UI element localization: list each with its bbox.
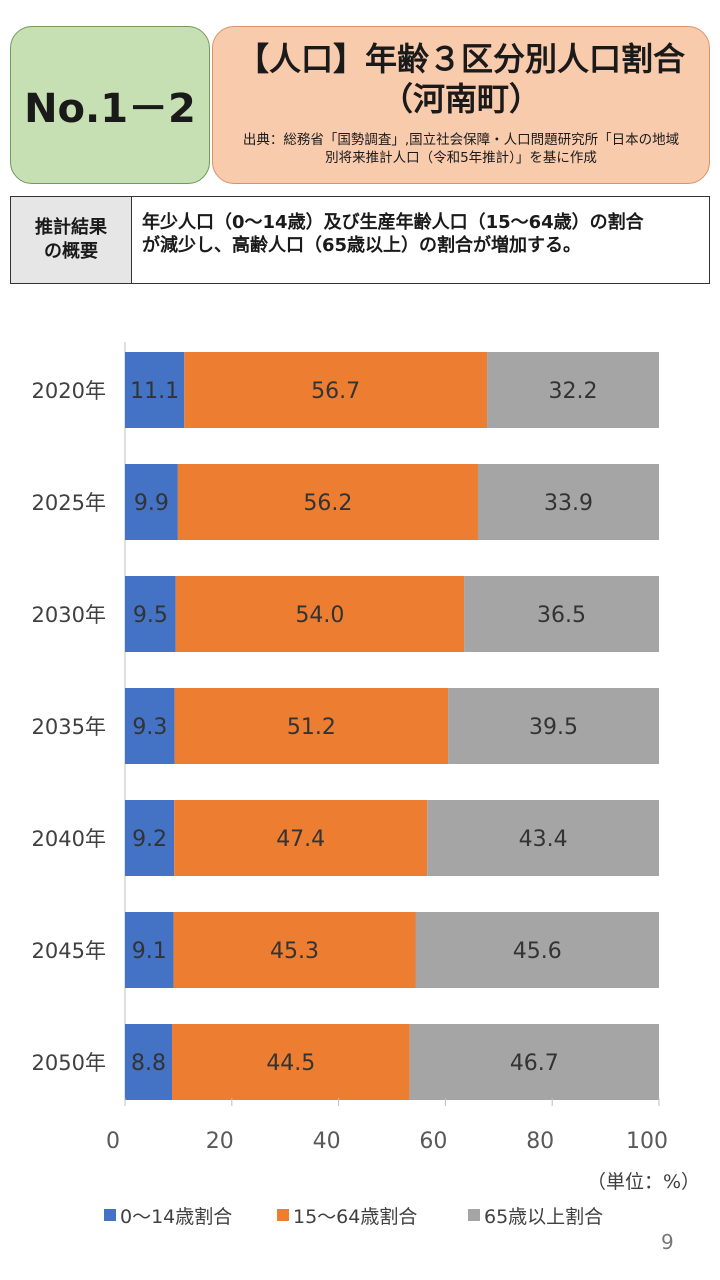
source-line-1: 出典：総務省「国勢調査」,国立社会保障・人口問題研究所「日本の地域: [242, 132, 680, 148]
data-label-6-0: 8.8: [131, 1051, 166, 1076]
source-note: 出典：総務省「国勢調査」,国立社会保障・人口問題研究所「日本の地域 別将来推計人…: [213, 131, 709, 167]
x-tick-label-5: 100: [626, 1129, 668, 1154]
data-label-0-0: 11.1: [130, 379, 179, 404]
bar-segment-1-1: [177, 464, 478, 540]
bar-segment-6-1: [171, 1024, 410, 1100]
slide-number-badge: No.1－2: [10, 26, 210, 184]
category-label-0: 2020年: [32, 379, 106, 403]
category-label-1: 2025年: [32, 491, 106, 515]
bar-segment-0-1: [184, 352, 488, 428]
summary-label-line-1: 推計結果: [35, 217, 107, 238]
summary-label-line-2: の概要: [44, 241, 98, 262]
data-label-4-2: 43.4: [519, 827, 568, 852]
data-label-3-2: 39.5: [529, 715, 578, 740]
data-label-5-1: 45.3: [270, 939, 319, 964]
page-title: 【人口】年齢３区分別人口割合: [236, 40, 685, 78]
unit-label: （単位：%）: [587, 1171, 700, 1193]
summary-text-line-1: 年少人口（0～14歳）及び生産年齢人口（15～64歳）の割合: [142, 212, 644, 233]
data-label-5-2: 45.6: [513, 939, 562, 964]
category-label-3: 2035年: [32, 715, 106, 739]
summary-text: 年少人口（0～14歳）及び生産年齢人口（15～64歳）の割合 が減少し、高齢人口…: [132, 197, 709, 283]
legend-swatch-2: [468, 1209, 480, 1221]
bar-segment-5-2: [415, 912, 659, 988]
data-label-3-1: 51.2: [287, 715, 336, 740]
summary-table: 推計結果 の概要 年少人口（0～14歳）及び生産年齢人口（15～64歳）の割合 …: [10, 196, 710, 284]
bar-segment-2-1: [175, 576, 465, 652]
data-label-6-2: 46.7: [510, 1051, 559, 1076]
stacked-bar-chart: 11.1 56.7 32.2 2020年 9.9 56.2 33.9 2025年 9.5 54.0…: [32, 342, 700, 1228]
page-number: 9: [661, 1230, 674, 1254]
category-label-2: 2030年: [32, 603, 106, 627]
legend-swatch-1: [277, 1209, 289, 1221]
bar-segment-0-0: [125, 352, 185, 428]
category-label-4: 2040年: [32, 827, 106, 851]
summary-label: 推計結果 の概要: [11, 197, 132, 283]
bar-segment-4-2: [427, 800, 659, 876]
bar-segment-5-0: [125, 912, 174, 988]
page-subtitle: （河南町）: [380, 80, 541, 118]
data-label-1-0: 9.9: [134, 491, 169, 516]
bar-segment-4-0: [125, 800, 175, 876]
summary-text-line-2: が減少し、高齢人口（65歳以上）の割合が増加する。: [142, 235, 582, 256]
x-tick-label-2: 40: [313, 1129, 341, 1154]
x-tick-label-1: 20: [206, 1129, 234, 1154]
bar-segment-3-1: [174, 688, 449, 764]
bar-segment-1-0: [125, 464, 178, 540]
category-label-6: 2050年: [32, 1051, 106, 1075]
legend-swatch-0: [104, 1209, 116, 1221]
data-label-4-0: 9.2: [132, 827, 167, 852]
data-label-1-1: 56.2: [303, 491, 352, 516]
data-label-0-1: 56.7: [311, 379, 360, 404]
data-label-2-0: 9.5: [133, 603, 168, 628]
data-label-4-1: 47.4: [276, 827, 325, 852]
bar-segment-6-0: [125, 1024, 172, 1100]
x-tick-label-3: 60: [419, 1129, 447, 1154]
bar-segment-3-2: [448, 688, 659, 764]
data-label-6-1: 44.5: [266, 1051, 315, 1076]
bar-segment-1-2: [477, 464, 659, 540]
source-line-2: 別将来推計人口（令和5年推計）」を基に作成: [325, 150, 597, 166]
bar-segment-2-0: [125, 576, 176, 652]
data-label-1-2: 33.9: [544, 491, 593, 516]
bar-segment-5-1: [173, 912, 416, 988]
legend-label-0: 0～14歳割合: [120, 1206, 232, 1228]
bar-segment-0-2: [487, 352, 659, 428]
bar-segment-3-0: [125, 688, 175, 764]
legend-label-1: 15～64歳割合: [293, 1206, 417, 1228]
data-label-3-0: 9.3: [132, 715, 167, 740]
x-tick-label-4: 80: [526, 1129, 554, 1154]
data-label-5-0: 9.1: [132, 939, 167, 964]
data-label-2-2: 36.5: [537, 603, 586, 628]
x-tick-label-0: 0: [106, 1129, 120, 1154]
legend-label-2: 65歳以上割合: [484, 1206, 603, 1228]
category-label-5: 2045年: [32, 939, 106, 963]
data-label-2-1: 54.0: [295, 603, 344, 628]
bar-segment-4-1: [174, 800, 428, 876]
bar-segment-2-2: [464, 576, 659, 652]
title-box: 【人口】年齢３区分別人口割合 （河南町） 出典：総務省「国勢調査」,国立社会保障…: [212, 26, 710, 184]
data-label-0-2: 32.2: [549, 379, 598, 404]
bar-segment-6-2: [409, 1024, 659, 1100]
